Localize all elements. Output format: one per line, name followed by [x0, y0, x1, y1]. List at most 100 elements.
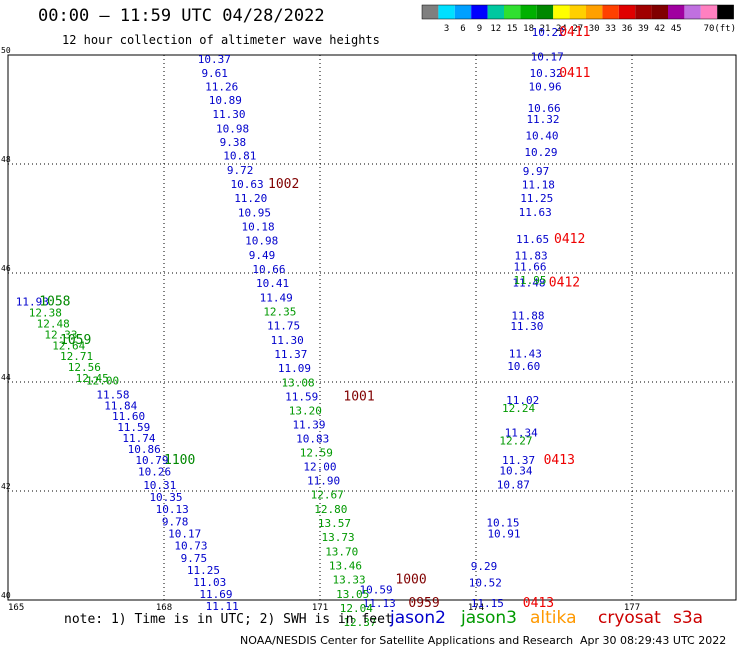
chart-title: 00:00 – 11:59 UTC 04/28/2022 [38, 6, 325, 26]
time-label: 0413 [544, 453, 575, 468]
swh-label-jason2: 10.41 [256, 277, 289, 290]
swh-label-jason2: 11.69 [199, 588, 232, 601]
swh-label-jason2: 11.15 [471, 597, 504, 610]
colorbar-unit: (ft) [714, 24, 736, 34]
swh-label-jason2: 11.34 [505, 427, 538, 440]
time-label: 0413 [523, 596, 554, 611]
colorbar-tick: 21 [540, 24, 551, 34]
swh-label-jason3: 13.33 [332, 574, 365, 587]
swh-label-jason3: 12.67 [311, 489, 344, 502]
swh-label-jason2: 11.59 [117, 421, 150, 434]
colorbar-swatch [536, 5, 554, 19]
colorbar-tick: 24 [556, 24, 567, 34]
swh-label-jason2: 11.48 [512, 277, 545, 290]
colorbar-tick: 70 [704, 24, 715, 34]
time-label: 0959 [408, 596, 439, 611]
swh-label-jason2: 11.84 [104, 399, 137, 412]
swh-label-jason2: 11.18 [522, 179, 555, 192]
swh-label-jason2: 11.25 [187, 564, 220, 577]
swh-label-jason2: 10.29 [524, 146, 557, 159]
swh-label-jason2: 11.11 [206, 600, 239, 613]
legend-altika: altika [530, 608, 577, 628]
swh-label-jason2: 10.17 [531, 50, 564, 63]
swh-label-jason2: 10.66 [527, 102, 560, 115]
y-tick-label: 44 [1, 373, 11, 382]
swh-label-jason2: 10.17 [168, 527, 201, 540]
swh-label-jason2: 11.65 [516, 233, 549, 246]
swh-label-jason2: 11.59 [285, 391, 318, 404]
x-tick-label: 168 [156, 603, 172, 613]
colorbar-tick: 36 [622, 24, 633, 34]
swh-label-jason2: 10.26 [138, 466, 171, 479]
swh-label-jason2: 9.38 [220, 136, 247, 149]
swh-label-jason3: 13.08 [282, 376, 315, 389]
swh-label-jason2: 10.98 [245, 235, 278, 248]
swh-label-jason3: 12.24 [502, 402, 535, 415]
colorbar-swatch [717, 5, 734, 19]
swh-label-jason2: 9.49 [249, 249, 276, 262]
plot-frame [7, 54, 737, 601]
colorbar-swatch [618, 5, 636, 19]
swh-label-jason3: 12.37 [343, 616, 376, 629]
colorbar-tick: 33 [605, 24, 616, 34]
swh-label-jason3: 12.38 [29, 307, 62, 320]
y-tick-label: 46 [1, 264, 11, 273]
swh-label-jason2: 11.58 [96, 388, 129, 401]
colorbar-swatch [438, 5, 455, 19]
swh-label-jason2: 10.63 [231, 178, 264, 191]
time-label: 0412 [549, 276, 580, 291]
colorbar-swatch [454, 5, 472, 19]
colorbar-tick: 3 [444, 24, 449, 34]
swh-label-jason2: 10.66 [252, 263, 285, 276]
time-label: 1058 [39, 295, 70, 310]
chart-subtitle: 12 hour collection of altimeter wave hei… [62, 33, 380, 47]
swh-label-jason2: 9.97 [523, 165, 550, 178]
swh-label-jason2: 12.00 [303, 460, 336, 473]
swh-label-jason2: 10.15 [486, 516, 519, 529]
colorbar-swatch [668, 5, 685, 19]
colorbar-swatch [471, 5, 488, 19]
swh-label-jason3: 12.48 [37, 318, 70, 331]
swh-label-jason2: 11.02 [506, 394, 539, 407]
swh-label-jason3: 13.05 [336, 588, 369, 601]
swh-label-jason2: 10.37 [198, 53, 231, 66]
swh-label-jason2: 10.91 [487, 527, 520, 540]
swh-label-jason2: 10.89 [209, 94, 242, 107]
swh-label-jason2: 11.90 [307, 474, 340, 487]
swh-label-jason2: 11.09 [278, 362, 311, 375]
y-tick-label: 50 [1, 46, 11, 55]
swh-label-jason2: 11.32 [526, 113, 559, 126]
swh-label-jason2: 10.79 [135, 454, 168, 467]
swh-label-jason3: 12.64 [52, 339, 85, 352]
swh-label-jason2: 11.43 [509, 347, 542, 360]
swh-label-jason2: 9.61 [201, 67, 228, 80]
swh-label-jason3: 12.80 [314, 503, 347, 516]
swh-label-jason2: 11.30 [212, 108, 245, 121]
swh-label-jason2: 9.72 [227, 164, 254, 177]
swh-label-jason3: 12.00 [86, 375, 119, 388]
swh-label-jason2: 10.95 [238, 206, 271, 219]
y-tick-label: 40 [1, 591, 11, 600]
colorbar-tick: 15 [507, 24, 518, 34]
colorbar-swatch [651, 5, 668, 19]
x-tick-label: 171 [312, 603, 328, 613]
legend-jason3: jason3 [461, 608, 517, 628]
swh-label-jason3: 13.57 [318, 517, 351, 530]
swh-label-jason2: 11.20 [234, 192, 267, 205]
colorbar-swatch [520, 5, 537, 19]
swh-label-jason3: 13.46 [329, 559, 362, 572]
swh-label-jason2: 10.34 [499, 465, 532, 478]
swh-label-jason3: 11.95 [513, 274, 546, 287]
swh-label-jason2: 11.37 [502, 454, 535, 467]
colorbar-swatch [422, 5, 439, 19]
swh-label-jason2: 10.73 [174, 539, 207, 552]
time-label: 0411 [559, 25, 590, 40]
time-label: 1100 [164, 453, 195, 468]
units-note: note: 1) Time is in UTC; 2) SWH is in fe… [64, 612, 393, 627]
swh-label-jason2: 10.40 [525, 129, 558, 142]
time-label: 1000 [395, 573, 426, 588]
swh-label-jason3: 12.56 [68, 361, 101, 374]
y-tick-label: 42 [1, 482, 11, 491]
swh-label-jason3: 12.27 [499, 435, 532, 448]
